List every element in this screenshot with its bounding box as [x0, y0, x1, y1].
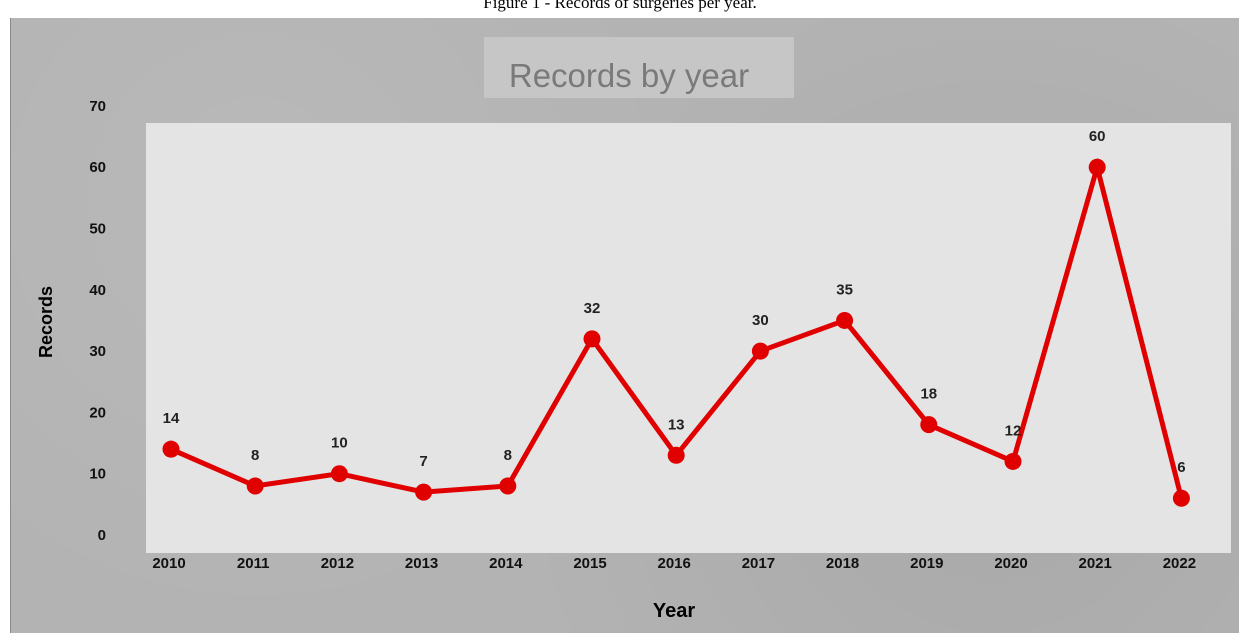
- y-tick-label: 10: [89, 466, 106, 483]
- data-label: 8: [251, 447, 259, 464]
- x-tick-label: 2010: [152, 555, 185, 572]
- data-label: 7: [419, 453, 427, 470]
- x-tick-label: 2021: [1079, 555, 1112, 572]
- data-label: 32: [584, 300, 601, 317]
- y-tick-label: 30: [89, 343, 106, 360]
- data-label: 18: [920, 386, 937, 403]
- x-tick-label: 2016: [658, 555, 691, 572]
- data-point: [1004, 452, 1022, 470]
- data-point: [667, 446, 685, 464]
- y-tick-label: 60: [89, 159, 106, 176]
- y-tick-label: 50: [89, 221, 106, 238]
- data-point: [1172, 489, 1190, 507]
- x-tick-label: 2011: [237, 555, 270, 572]
- data-point: [246, 477, 264, 495]
- x-axis-ticks: 2010 2011 2012 2013 2014 2015 2016 2017 2018 2019…: [152, 555, 1196, 572]
- data-label: 35: [836, 281, 853, 298]
- data-point: [162, 440, 180, 458]
- y-tick-label: 20: [89, 404, 106, 421]
- x-tick-label: 2012: [321, 555, 354, 572]
- series-layer: [162, 157, 1190, 507]
- x-tick-label: 2013: [405, 555, 438, 572]
- chart-title: Records by year: [508, 57, 750, 94]
- data-point: [751, 342, 769, 360]
- x-tick-label: 2018: [826, 555, 859, 572]
- data-label: 60: [1089, 128, 1106, 145]
- x-tick-label: 2019: [910, 555, 943, 572]
- x-axis-title: Year: [653, 600, 695, 622]
- x-tick-label: 2022: [1163, 555, 1196, 572]
- data-label: 10: [331, 435, 348, 452]
- data-point: [415, 483, 433, 501]
- data-point: [836, 311, 854, 329]
- chart-title-box: [484, 37, 794, 98]
- chart-frame: Records by year: [10, 18, 1239, 633]
- data-label: 13: [668, 416, 685, 433]
- x-tick-label: 2014: [489, 555, 523, 572]
- x-tick-label: 2020: [994, 555, 1027, 572]
- x-tick-label: 2015: [573, 555, 606, 572]
- data-label: 12: [1005, 422, 1022, 439]
- data-point: [330, 465, 348, 483]
- y-tick-label: 40: [89, 282, 106, 299]
- data-label: 6: [1177, 459, 1185, 476]
- figure-caption: Figure 1 - Records of surgeries per year…: [483, 0, 757, 12]
- data-label: 30: [752, 312, 769, 329]
- y-axis-ticks: 0 10 20 30 40 50 60 70: [89, 98, 106, 544]
- data-point: [499, 477, 517, 495]
- data-point: [920, 416, 938, 434]
- data-label: 8: [504, 447, 512, 464]
- y-axis-title: Records: [36, 286, 56, 358]
- x-tick-label: 2017: [742, 555, 775, 572]
- data-point: [1088, 158, 1106, 176]
- data-labels: 14 8 10 7 8 32 13 30 35 18 12 60 6: [163, 128, 1186, 476]
- y-tick-label: 70: [89, 98, 106, 115]
- data-label: 14: [163, 410, 180, 427]
- data-point: [583, 330, 601, 348]
- y-tick-label: 0: [98, 527, 106, 544]
